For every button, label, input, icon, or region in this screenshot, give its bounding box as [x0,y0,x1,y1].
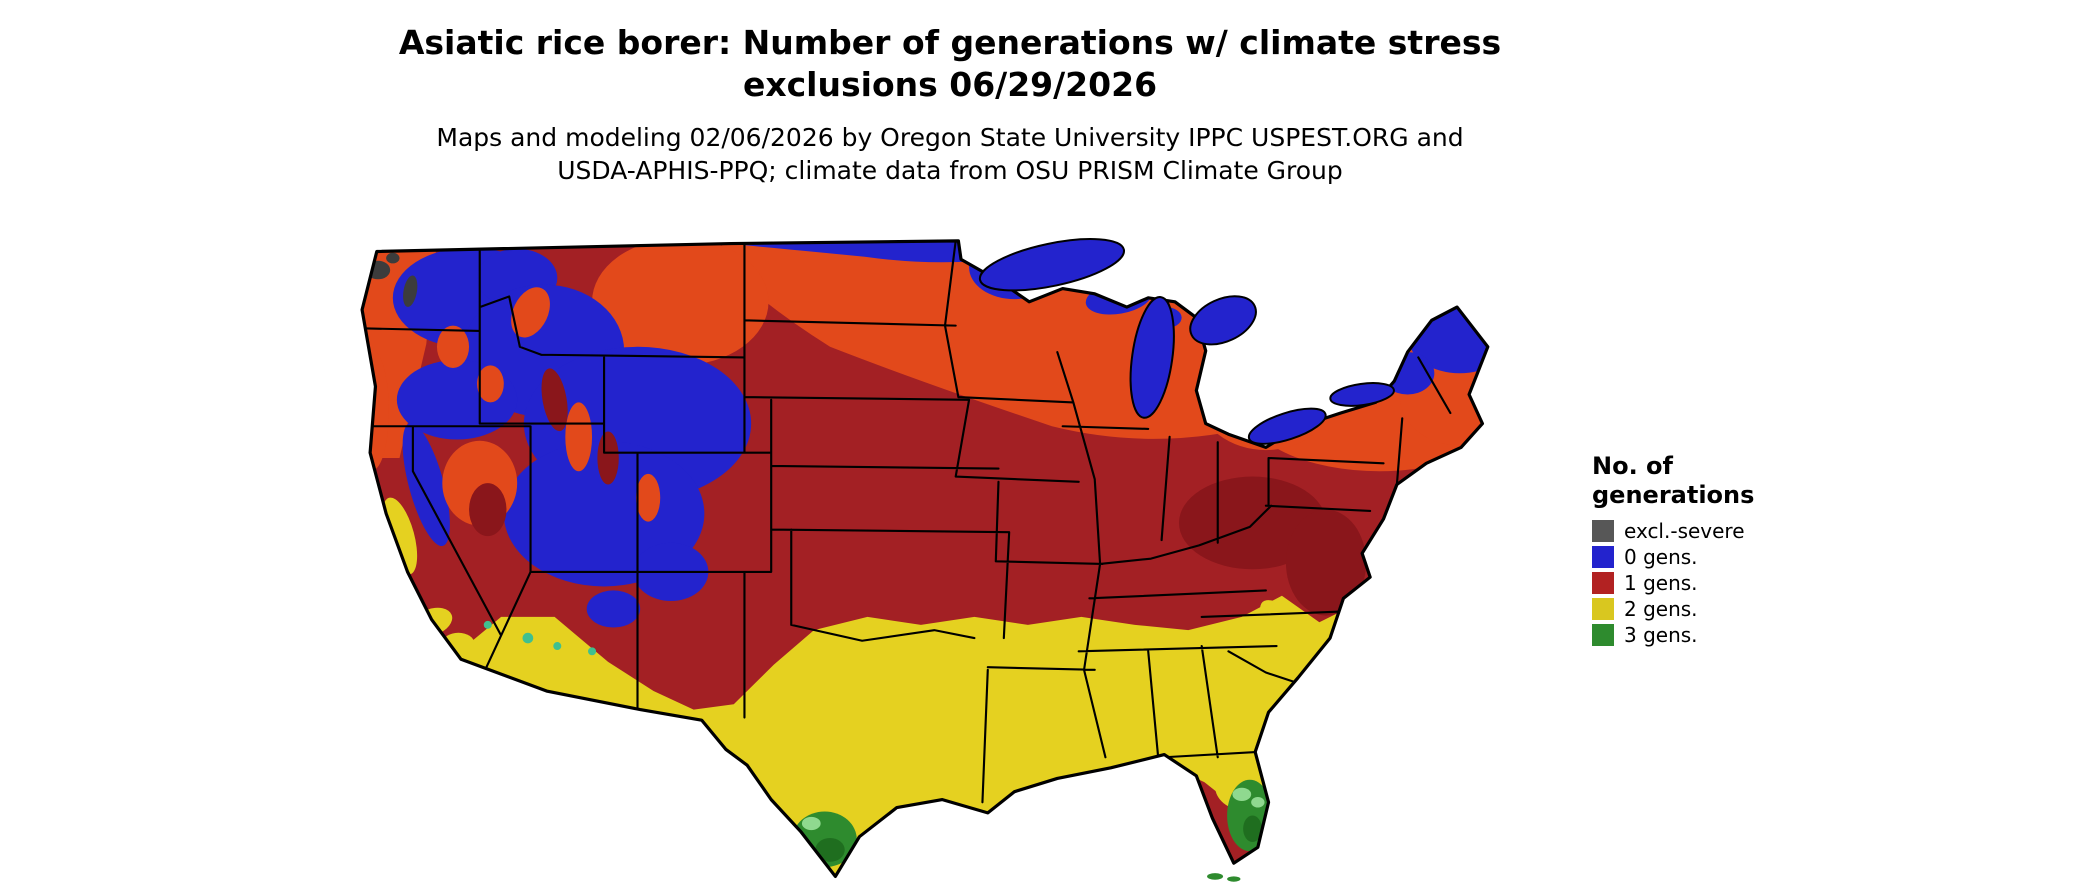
legend-swatch-1-gens [1592,571,1614,594]
state-borders [362,240,1452,804]
legend-swatch-0-gens [1592,545,1614,568]
legend: No. of generations excl.-severe 0 gens. … [1592,452,1812,649]
lake-superior [978,238,1126,292]
page-subtitle-line1: Maps and modeling 02/06/2026 by Oregon S… [436,123,1464,153]
legend-label-excl-severe: excl.-severe [1624,518,1745,543]
florida-keys [1207,873,1241,882]
page-subtitle: Maps and modeling 02/06/2026 by Oregon S… [0,122,1900,187]
legend-row-0-gens: 0 gens. [1592,545,1812,569]
legend-row-2-gens: 2 gens. [1592,597,1812,621]
legend-label-0-gens: 0 gens. [1624,544,1698,569]
page-title: Asiatic rice borer: Number of generation… [0,22,1900,106]
legend-title: No. of generations [1592,452,1812,510]
title-block: Asiatic rice borer: Number of generation… [0,22,1900,187]
region-3gens-light-mottling [801,787,1265,831]
page-title-line2: exclusions 06/29/2026 [742,65,1158,105]
legend-row-3-gens: 3 gens. [1592,623,1812,647]
region-3gens-dark-core [815,815,1262,862]
page-title-line1: Asiatic rice borer: Number of generation… [398,23,1502,62]
lake-michigan [1129,296,1175,419]
legend-title-line2: generations [1592,480,1755,509]
legend-swatch-3-gens [1592,623,1614,646]
us-map-svg [360,238,1490,882]
legend-swatch-2-gens [1592,597,1614,620]
great-lakes [978,238,1395,445]
region-0gens [392,240,1488,628]
region-mountain-orange-patches [436,287,661,526]
lake-erie [1247,407,1327,445]
lake-huron [1189,295,1257,346]
legend-label-3-gens: 3 gens. [1624,622,1698,647]
legend-row-1-gens: 1 gens. [1592,571,1812,595]
legend-row-excl-severe: excl.-severe [1592,519,1812,543]
lake-ontario [1329,382,1395,407]
page-subtitle-line2: USDA-APHIS-PPQ; climate data from OSU PR… [557,155,1343,185]
legend-items: excl.-severe 0 gens. 1 gens. 2 gens. 3 g… [1592,519,1812,647]
us-generations-map [330,225,1560,887]
legend-label-2-gens: 2 gens. [1624,596,1698,621]
region-teal-specks [483,620,597,656]
legend-swatch-excl-severe [1592,519,1614,542]
legend-label-1-gens: 1 gens. [1624,570,1698,595]
legend-title-line1: No. of [1592,452,1673,480]
